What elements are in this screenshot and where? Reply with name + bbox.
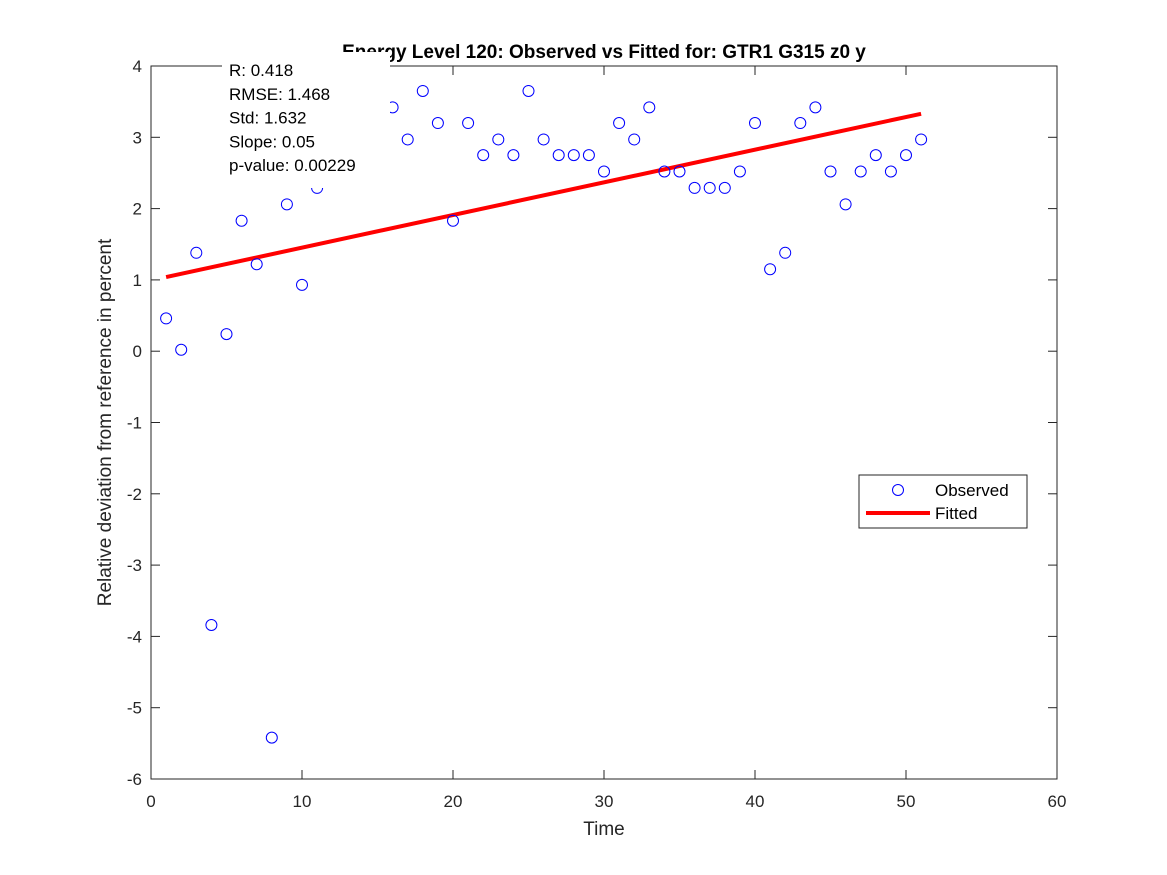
legend-label-observed: Observed xyxy=(935,481,1009,500)
observed-point xyxy=(688,181,701,194)
observed-point xyxy=(884,165,897,178)
observed-point xyxy=(507,149,520,162)
observed-point xyxy=(416,84,429,97)
observed-point xyxy=(552,149,565,162)
observed-point xyxy=(235,214,248,227)
x-tick-label: 60 xyxy=(1048,792,1067,811)
observed-point xyxy=(582,149,595,162)
x-tick-label: 20 xyxy=(444,792,463,811)
observed-point xyxy=(598,165,610,178)
observed-point xyxy=(703,181,716,194)
observed-point xyxy=(537,133,550,146)
observed-point xyxy=(492,133,505,146)
observed-point xyxy=(854,165,867,178)
x-tick-label: 10 xyxy=(293,792,312,811)
legend-label-fitted: Fitted xyxy=(935,504,978,523)
x-tick-label: 0 xyxy=(146,792,155,811)
y-tick-label: 0 xyxy=(133,342,142,361)
stats-line: p-value: 0.00229 xyxy=(229,156,356,175)
observed-point xyxy=(673,165,686,178)
observed-point xyxy=(522,84,535,97)
observed-point xyxy=(205,618,218,631)
y-tick-label: -4 xyxy=(127,627,142,646)
stats-line: RMSE: 1.468 xyxy=(229,85,330,104)
observed-point xyxy=(190,246,203,259)
observed-point xyxy=(613,117,626,130)
y-tick-label: 3 xyxy=(133,128,142,147)
observed-point xyxy=(839,198,852,211)
observed-point xyxy=(220,328,233,341)
observed-point xyxy=(749,117,761,130)
observed-point xyxy=(447,214,459,227)
legend-marker-observed xyxy=(892,484,904,496)
observed-point xyxy=(280,198,293,211)
observed-point xyxy=(718,181,731,194)
observed-point xyxy=(250,258,263,271)
x-tick-label: 40 xyxy=(746,792,765,811)
y-tick-label: -5 xyxy=(127,699,142,718)
observed-point xyxy=(160,312,173,325)
observed-point xyxy=(175,343,188,356)
observed-point xyxy=(265,731,278,744)
observed-point xyxy=(477,149,490,162)
y-tick-label: -1 xyxy=(127,414,142,433)
fitted-line xyxy=(165,111,922,280)
observed-point xyxy=(764,263,777,276)
axes: 0 10 20 30 40 50 60 -6 -5 -4 -3 -2 -1 0 1 2 3 4 xyxy=(127,57,1067,811)
x-tick-label: 30 xyxy=(595,792,614,811)
x-tick-label: 50 xyxy=(897,792,916,811)
observed-point xyxy=(643,101,656,114)
observed-point xyxy=(915,133,928,146)
observed-point xyxy=(462,117,475,130)
observed-point xyxy=(401,133,414,146)
legend-box xyxy=(858,474,1028,529)
stats-box: R: 0.418 RMSE: 1.468 Std: 1.632 Slope: 0.05… xyxy=(222,52,390,188)
observed-point xyxy=(824,165,837,178)
fitted-series xyxy=(165,111,922,280)
observed-point xyxy=(809,101,822,114)
x-axis-label: Time xyxy=(583,819,625,840)
y-tick-label: 4 xyxy=(133,57,142,76)
legend: Observed Fitted xyxy=(858,474,1028,529)
y-tick-label: 1 xyxy=(133,271,142,290)
y-tick-label: 2 xyxy=(133,200,142,219)
stats-line: Slope: 0.05 xyxy=(229,132,315,151)
observed-point xyxy=(794,117,807,130)
observed-point xyxy=(628,133,641,146)
y-tick-label: -3 xyxy=(127,556,142,575)
observed-point xyxy=(567,149,580,162)
observed-point xyxy=(733,165,746,178)
stats-line: Std: 1.632 xyxy=(229,109,307,128)
observed-point xyxy=(431,117,444,130)
y-axis-label: Relative deviation from reference in per… xyxy=(95,238,116,606)
stats-background xyxy=(222,52,390,188)
stats-line: R: 0.418 xyxy=(229,61,293,80)
chart-title: Energy Level 120: Observed vs Fitted for… xyxy=(342,42,866,63)
observed-point xyxy=(779,246,792,259)
observed-point xyxy=(658,165,671,178)
observed-point xyxy=(296,278,308,291)
observed-point xyxy=(900,149,912,162)
observed-point xyxy=(869,149,882,162)
y-tick-label: -6 xyxy=(127,770,142,789)
y-tick-label: -2 xyxy=(127,485,142,504)
